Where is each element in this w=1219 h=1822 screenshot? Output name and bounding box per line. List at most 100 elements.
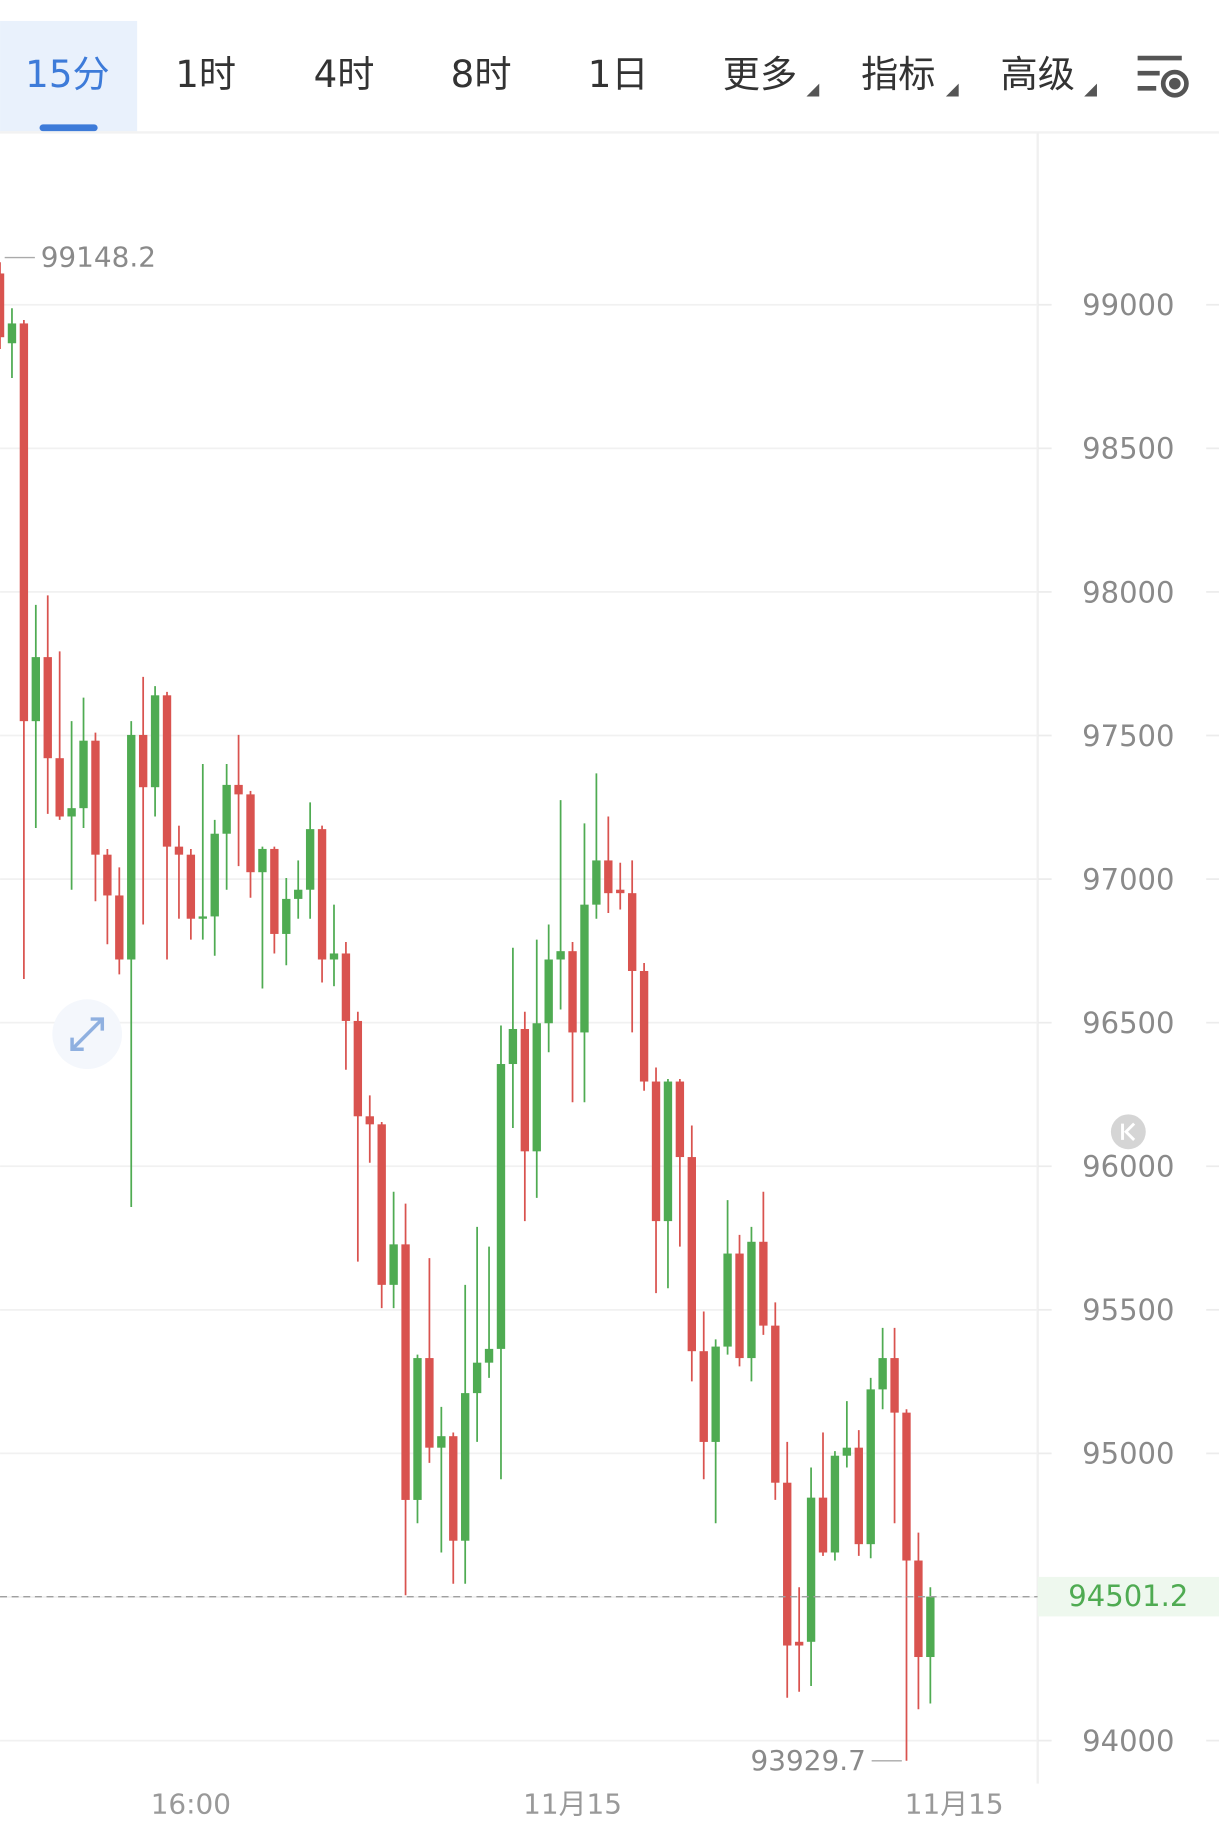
jump-latest-button[interactable]	[1110, 1114, 1146, 1150]
candle-body	[604, 860, 613, 894]
y-tick-label: 97500	[1082, 719, 1174, 753]
dropdown-arrow	[806, 83, 820, 97]
settings-icon[interactable]	[1137, 55, 1189, 98]
candle-body	[198, 916, 207, 919]
candle-body	[67, 808, 76, 817]
candle-body	[794, 1641, 804, 1646]
candle-body	[771, 1325, 780, 1483]
candle-body	[246, 794, 255, 873]
x-tick-label: 16:00	[151, 1788, 231, 1821]
candle-body	[150, 695, 160, 788]
candle-body	[878, 1358, 887, 1390]
candles	[0, 262, 935, 1761]
candle-body	[759, 1241, 768, 1326]
candle-body	[532, 1023, 541, 1152]
candle-body	[639, 970, 649, 1082]
candle-body	[723, 1253, 732, 1347]
candle-body	[43, 657, 52, 759]
y-tick-label: 98000	[1082, 575, 1174, 609]
toolbar-tab[interactable]: 指标	[861, 52, 935, 96]
last-price-label: 94501.2	[1068, 1579, 1188, 1613]
candle-body	[580, 904, 589, 1033]
candle-body	[174, 846, 184, 855]
candle-body	[282, 898, 291, 934]
candle-body	[305, 829, 315, 890]
candle-body	[783, 1482, 792, 1646]
y-tick-label: 99000	[1082, 288, 1174, 322]
candle-body	[329, 953, 339, 960]
candle-body	[91, 740, 100, 855]
candle-body	[341, 953, 351, 1021]
y-tick-label: 95000	[1082, 1437, 1174, 1471]
toolbar-tab[interactable]: 高级	[1001, 52, 1075, 96]
candle-body	[914, 1560, 923, 1658]
candle-body	[0, 273, 5, 338]
candle-body	[31, 657, 41, 722]
candle-body	[55, 758, 64, 817]
labels: 9400094500950009550096000965009700097500…	[0, 241, 1219, 1821]
candle-body	[663, 1081, 673, 1222]
candle-body	[472, 1362, 482, 1394]
candle-body	[413, 1358, 422, 1500]
candle-body	[389, 1244, 398, 1285]
last-price-box	[1037, 1576, 1219, 1617]
candle-body	[902, 1412, 911, 1561]
candle-body	[425, 1358, 434, 1448]
candle-body	[437, 1436, 446, 1448]
toolbar-tab[interactable]: 8时	[451, 52, 512, 96]
high-label: 99148.2	[41, 241, 156, 274]
candle-body	[484, 1348, 494, 1363]
candle-body	[592, 860, 601, 905]
candle-body	[138, 734, 148, 788]
candle-body	[79, 740, 88, 809]
candle-body	[270, 848, 279, 934]
candle-body	[806, 1497, 816, 1642]
candle-body	[496, 1064, 506, 1349]
candle-body	[616, 889, 625, 894]
candle-body	[186, 854, 196, 919]
x-tick-label: 11月15	[905, 1788, 1004, 1821]
candle-body	[520, 1028, 530, 1152]
candle-body	[103, 854, 112, 896]
candle-body	[365, 1116, 374, 1125]
candle-body	[675, 1081, 685, 1158]
candle-body	[19, 323, 29, 722]
candle-body	[568, 951, 577, 1033]
candle-body	[735, 1253, 744, 1359]
toolbar: 15分 1时 4时 8时 1日 更多 指标 高级	[0, 20, 1189, 132]
y-tick-label: 95500	[1082, 1293, 1174, 1327]
toolbar-tab[interactable]: 15分	[25, 52, 109, 96]
y-tick-label: 98500	[1082, 432, 1174, 466]
expand-button[interactable]	[52, 999, 123, 1070]
toolbar-tab[interactable]: 更多	[723, 52, 797, 96]
candle-body	[353, 1020, 363, 1117]
candle-body	[258, 848, 267, 873]
candle-body	[449, 1436, 458, 1541]
candle-body	[627, 893, 637, 971]
candle-body	[818, 1497, 828, 1553]
candle-body	[508, 1028, 518, 1065]
candle-body	[127, 734, 136, 960]
toolbar-tab[interactable]: 4时	[314, 52, 375, 96]
candle-body	[294, 889, 303, 899]
candle-body	[317, 829, 327, 960]
candle-body	[651, 1081, 661, 1222]
y-tick-label: 97000	[1082, 862, 1174, 896]
candle-body	[830, 1455, 840, 1553]
y-tick-label: 94000	[1082, 1724, 1174, 1758]
active-tab-indicator	[39, 124, 98, 132]
candle-body	[377, 1124, 386, 1285]
low-label: 93929.7	[751, 1744, 866, 1777]
toolbar-tab[interactable]: 1日	[588, 52, 649, 96]
candle-body	[461, 1393, 470, 1541]
candle-body	[222, 784, 231, 834]
candle-body	[890, 1358, 899, 1413]
y-tick-label: 96500	[1082, 1006, 1174, 1040]
candle-body	[162, 695, 172, 847]
active-tab-bg	[0, 20, 138, 132]
candle-body	[747, 1241, 756, 1359]
candle-body	[210, 833, 219, 917]
toolbar-tab[interactable]: 1时	[175, 52, 236, 96]
